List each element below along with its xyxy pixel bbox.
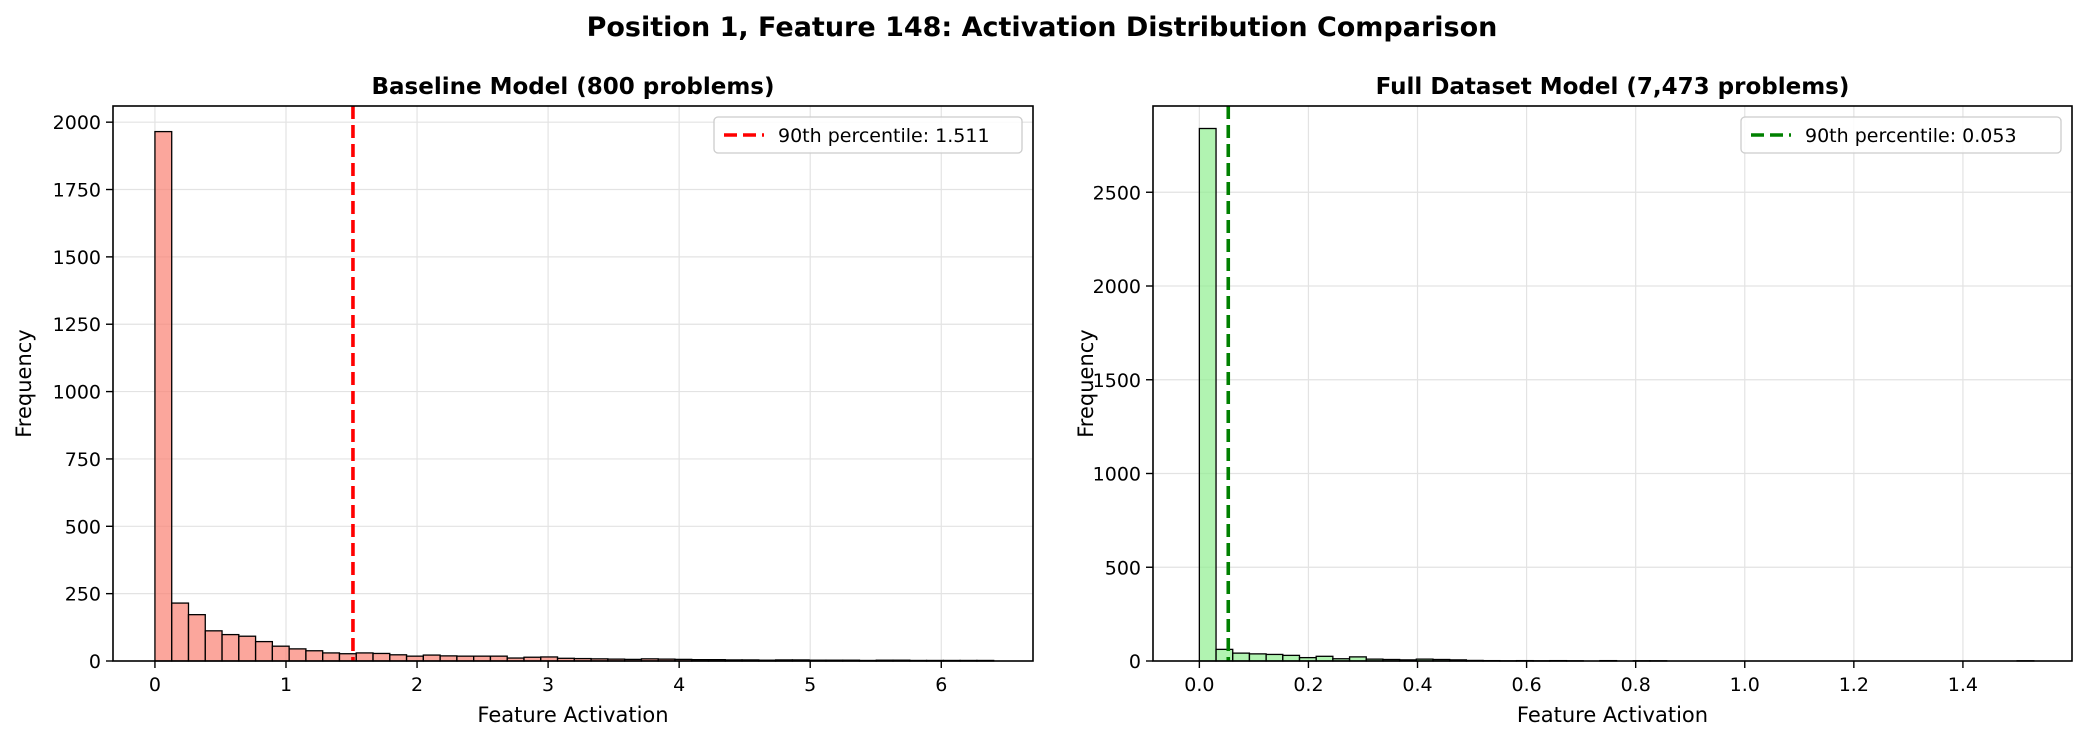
chart-title: Full Dataset Model (7,473 problems) — [1376, 74, 1850, 100]
legend: 90th percentile: 0.053 — [1740, 116, 2062, 154]
y-tick-label: 1250 — [53, 314, 101, 336]
histogram-bar — [238, 635, 257, 662]
y-tick-label: 2000 — [1093, 276, 1141, 298]
histogram-bar — [254, 640, 274, 662]
y-axis-label: Frequency — [1074, 329, 1098, 438]
x-tick-label: 5 — [804, 674, 816, 696]
y-tick-label: 750 — [65, 449, 101, 471]
histogram-bar — [355, 652, 374, 662]
y-tick-label: 500 — [1105, 557, 1141, 579]
y-axis-label: Frequency — [12, 329, 36, 438]
x-tick-label: 1.2 — [1839, 674, 1869, 696]
legend-box — [713, 116, 1023, 154]
x-tick-label: 0.0 — [1184, 674, 1214, 696]
legend-label: 90th percentile: 1.511 — [778, 125, 990, 147]
chart-title: Baseline Model (800 problems) — [372, 74, 775, 100]
figure-title: Position 1, Feature 148: Activation Dist… — [587, 12, 1498, 43]
y-tick-label: 2500 — [1093, 182, 1141, 204]
histogram-bar — [422, 654, 441, 662]
y-tick-label: 250 — [65, 584, 101, 606]
y-tick-label: 1000 — [53, 382, 101, 404]
histogram-bar — [154, 130, 173, 662]
x-tick-label: 4 — [673, 674, 685, 696]
histogram-bar — [187, 614, 206, 662]
x-tick-label: 0.2 — [1293, 674, 1323, 696]
y-tick-label: 2000 — [53, 112, 101, 134]
x-tick-label: 0.8 — [1621, 674, 1651, 696]
histogram-bar — [1215, 648, 1234, 662]
y-tick-label: 500 — [65, 516, 101, 538]
y-tick-label: 1500 — [1093, 370, 1141, 392]
x-tick-label: 1.0 — [1730, 674, 1760, 696]
histogram-bar — [1282, 654, 1301, 662]
legend-label: 90th percentile: 0.053 — [1805, 125, 2017, 147]
histogram-bar — [1265, 653, 1284, 662]
x-axis-label: Feature Activation — [477, 703, 668, 727]
x-tick-label: 3 — [542, 674, 554, 696]
x-tick-label: 1.4 — [1948, 674, 1978, 696]
histogram-bar — [305, 650, 324, 662]
histogram-bar — [1198, 127, 1217, 662]
legend: 90th percentile: 1.511 — [713, 116, 1023, 154]
plot-frame — [112, 105, 1034, 662]
legend-box — [1740, 116, 2062, 154]
x-tick-label: 6 — [935, 674, 947, 696]
x-axis-label: Feature Activation — [1517, 703, 1708, 727]
histogram-bar — [1248, 653, 1267, 662]
histogram-bar — [204, 630, 223, 662]
y-tick-label: 1000 — [1093, 464, 1141, 486]
chart-panel-full-dataset: 0.0 0.2 0.4 0.6 0.8 1.0 1.2 1.4 0 500 1000 1500 2000… — [1074, 74, 2073, 727]
chart-panel-baseline: 0 1 2 3 4 5 6 0 250 500 750 1000 1250 1500 1750 2000 Bas… — [12, 74, 1034, 727]
histogram-bar — [288, 648, 307, 662]
histogram-bar — [171, 602, 190, 662]
y-tick-label: 1750 — [53, 180, 101, 202]
x-tick-label: 0 — [149, 674, 161, 696]
plot-frame — [1152, 105, 2073, 662]
histogram-bar — [372, 652, 391, 662]
x-tick-label: 0.4 — [1402, 674, 1432, 696]
histogram-bar — [389, 654, 408, 662]
x-tick-label: 0.6 — [1511, 674, 1541, 696]
y-tick-label: 0 — [1129, 651, 1141, 673]
histogram-bar — [271, 645, 290, 662]
x-tick-label: 2 — [411, 674, 423, 696]
histogram-bar — [1232, 652, 1251, 662]
histogram-bar — [221, 633, 240, 662]
x-tick-label: 1 — [280, 674, 292, 696]
y-tick-label: 0 — [89, 651, 101, 673]
histogram-bar — [322, 652, 341, 662]
y-tick-label: 1500 — [53, 247, 101, 269]
